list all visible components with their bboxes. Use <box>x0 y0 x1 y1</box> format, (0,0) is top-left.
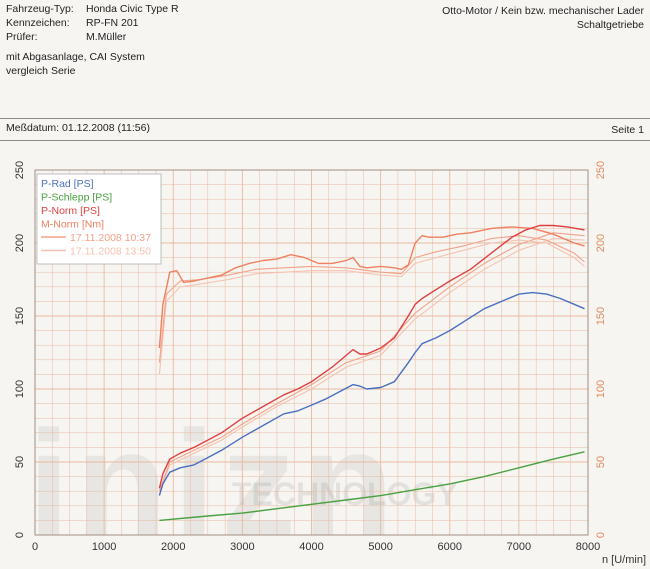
page-number: Seite 1 <box>611 124 644 136</box>
vehicle-info: Fahrzeug-Typ: Honda Civic Type R Kennzei… <box>6 2 179 44</box>
watermark-logo: inizn <box>28 399 400 567</box>
y-right-tick-label: 250 <box>595 161 607 179</box>
series-line-1 <box>159 451 585 522</box>
plot-frame <box>34 169 589 536</box>
chart-axes: 0 1000 2000 3000 4000 5000 6000 7000 80000501001… <box>14 161 646 566</box>
series-line-2 <box>158 224 585 489</box>
legend-label: P-Norm [PS] <box>41 205 100 217</box>
x-tick-label: 0 <box>32 541 38 553</box>
gearbox-type: Schaltgetriebe <box>576 19 644 31</box>
legend-box <box>36 173 162 265</box>
x-tick-label: 7000 <box>507 541 531 553</box>
vehicle-type-value: Honda Civic Type R <box>86 3 179 15</box>
legend-label: P-Schlepp [PS] <box>41 192 112 204</box>
x-tick-label: 8000 <box>576 541 600 553</box>
y-right-tick-label: 0 <box>595 532 607 538</box>
vehicle-type-label: Fahrzeug-Typ: <box>6 3 74 15</box>
y-left-tick-label: 100 <box>14 380 26 398</box>
y-left-tick-label: 150 <box>14 307 26 325</box>
legend-label: M-Norm [Nm] <box>41 219 104 231</box>
divider-bottom <box>0 140 650 141</box>
inspector-value: M.Müller <box>86 31 127 43</box>
vehicle-type-row: Fahrzeug-Typ: Honda Civic Type R <box>6 2 179 16</box>
watermark-text: TECHNOLOGY <box>232 476 458 512</box>
series-line-3 <box>158 226 585 349</box>
y-left-tick-label: 50 <box>14 456 26 468</box>
legend-label: 17.11.2008 13:50 <box>70 246 151 258</box>
plate-label: Kennzeichen: <box>6 17 70 29</box>
series-line-7 <box>158 238 585 495</box>
y-left-tick-label: 250 <box>14 161 26 179</box>
y-right-tick-label: 100 <box>595 380 607 398</box>
engine-info: Otto-Motor / Kein bzw. mechanischer Lade… <box>442 4 644 32</box>
y-left-tick-label: 0 <box>14 532 26 538</box>
chart-series <box>158 224 585 522</box>
x-axis-label: n [U/min] <box>602 554 646 566</box>
x-tick-label: 3000 <box>230 541 254 553</box>
x-tick-label: 5000 <box>368 541 392 553</box>
series-line-6 <box>158 232 585 492</box>
legend-label: 17.11.2008 10:37 <box>70 232 151 244</box>
y-right-tick-label: 200 <box>595 234 607 252</box>
y-right-tick-label: 150 <box>595 307 607 325</box>
series-line-0 <box>158 291 585 496</box>
series-line-5 <box>158 239 585 375</box>
chart-legend: P-Rad [PS] P-Schlepp [PS]P-Norm [PS] M-Nor… <box>36 173 162 265</box>
y-right-tick-label: 50 <box>595 456 607 468</box>
divider-top <box>0 118 650 119</box>
engine-type: Otto-Motor / Kein bzw. mechanischer Lade… <box>442 5 644 17</box>
measurement-date: Meßdatum: 01.12.2008 (11:56) <box>6 122 150 134</box>
x-tick-label: 6000 <box>438 541 462 553</box>
notes-line-1: mit Abgasanlage, CAI System <box>6 51 145 63</box>
notes: mit Abgasanlage, CAI System vergleich Se… <box>6 50 145 78</box>
y-left-tick-label: 200 <box>14 234 26 252</box>
x-tick-label: 2000 <box>161 541 185 553</box>
inspector-label: Prüfer: <box>6 31 38 43</box>
x-tick-label: 4000 <box>299 541 323 553</box>
legend-label: P-Rad [PS] <box>41 178 94 190</box>
series-line-4 <box>158 235 585 363</box>
plate-value: RP-FN 201 <box>86 17 139 29</box>
x-tick-label: 1000 <box>92 541 116 553</box>
plate-row: Kennzeichen: RP-FN 201 <box>6 16 179 30</box>
inspector-row: Prüfer: M.Müller <box>6 30 179 44</box>
notes-line-2: vergleich Serie <box>6 65 76 77</box>
